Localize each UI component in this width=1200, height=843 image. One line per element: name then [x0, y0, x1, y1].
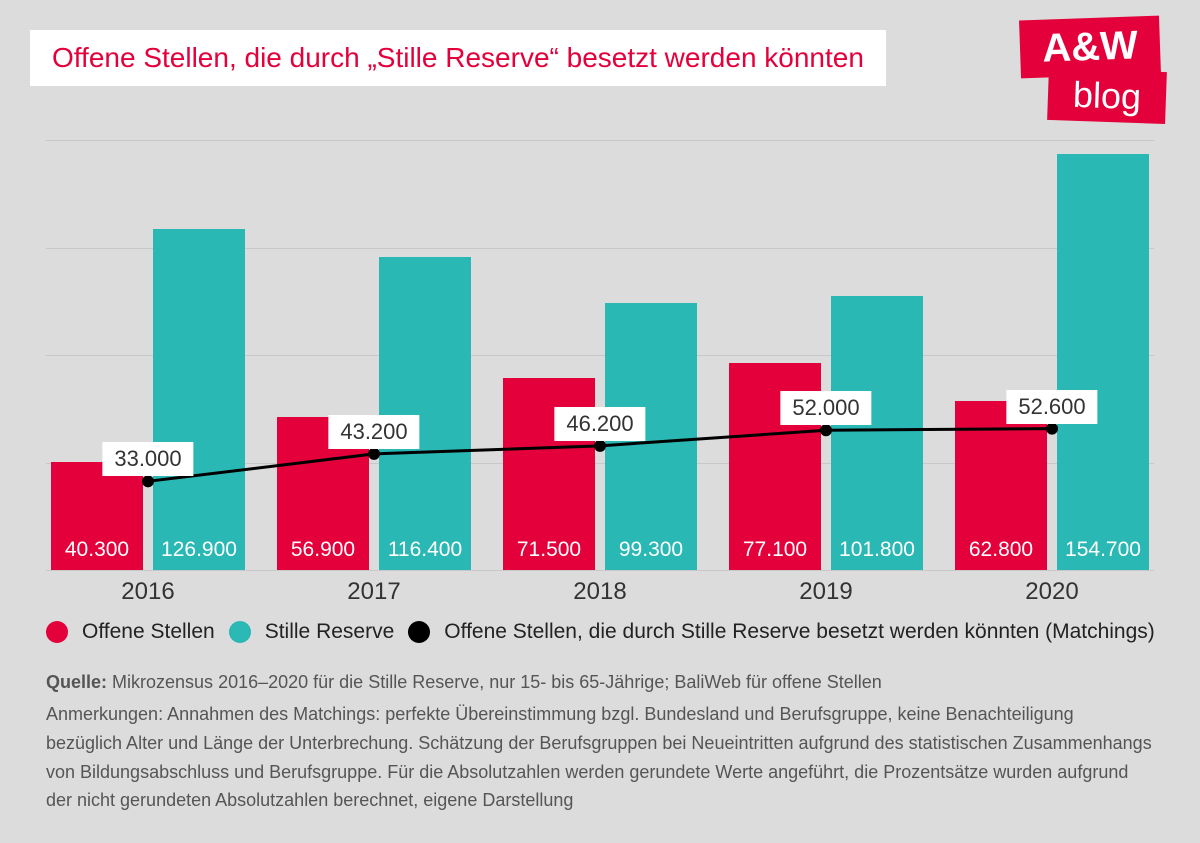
- line-overlay: [46, 140, 1154, 570]
- trend-marker: [594, 440, 606, 452]
- legend-swatch: [46, 621, 68, 643]
- legend-label: Offene Stellen, die durch Stille Reserve…: [444, 620, 1155, 644]
- legend-label: Offene Stellen: [82, 620, 215, 644]
- legend-swatch: [229, 621, 251, 643]
- year-label: 2016: [51, 578, 245, 606]
- notes-text: Anmerkungen: Annahmen des Matchings: per…: [46, 700, 1154, 815]
- gridline: [46, 570, 1154, 571]
- legend-swatch: [408, 621, 430, 643]
- line-value-label: 33.000: [102, 442, 193, 476]
- logo: A&W blog: [1020, 18, 1170, 128]
- line-value-label: 46.200: [554, 407, 645, 441]
- trend-marker: [368, 448, 380, 460]
- source-label: Quelle:: [46, 672, 107, 692]
- trend-marker: [1046, 423, 1058, 435]
- source-line: Quelle: Mikrozensus 2016–2020 für die St…: [46, 668, 1154, 697]
- logo-line2: blog: [1047, 68, 1167, 124]
- line-value-label: 43.200: [328, 415, 419, 449]
- year-label: 2019: [729, 578, 923, 606]
- source-text: Mikrozensus 2016–2020 für die Stille Res…: [112, 672, 882, 692]
- line-value-label: 52.000: [780, 391, 871, 425]
- chart-title: Offene Stellen, die durch „Stille Reserv…: [30, 30, 886, 86]
- year-label: 2018: [503, 578, 697, 606]
- trend-marker: [142, 475, 154, 487]
- year-label: 2017: [277, 578, 471, 606]
- trend-marker: [820, 424, 832, 436]
- line-value-label: 52.600: [1006, 390, 1097, 424]
- chart-area: 40.300126.90056.900116.40071.50099.30077…: [46, 140, 1154, 570]
- legend-label: Stille Reserve: [265, 620, 395, 644]
- legend: Offene Stellen Stille Reserve Offene Stell…: [46, 620, 1155, 644]
- year-label: 2020: [955, 578, 1149, 606]
